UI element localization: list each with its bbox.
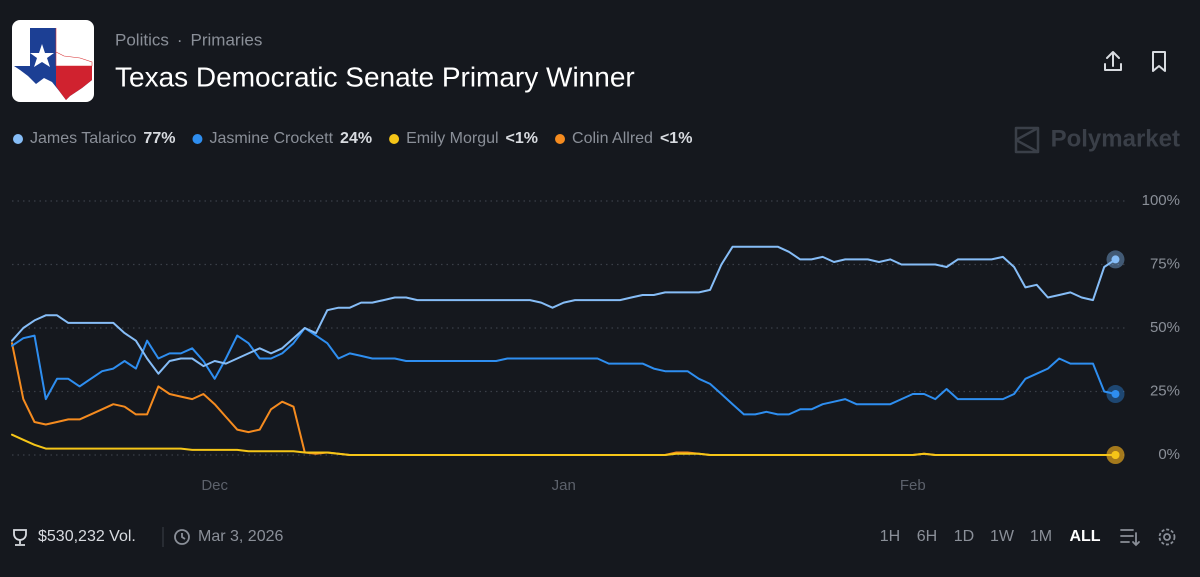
legend-name: Colin Allred	[572, 130, 653, 147]
bookmark-button[interactable]	[1152, 51, 1166, 72]
breadcrumb[interactable]: Primaries	[191, 30, 263, 49]
x-tick-label: Feb	[900, 477, 926, 494]
x-tick-label: Dec	[201, 477, 228, 494]
series-line	[11, 327, 1117, 416]
legend-name: James Talarico	[30, 130, 137, 147]
y-tick-label: 0%	[1158, 446, 1180, 463]
list-button[interactable]	[1120, 529, 1140, 547]
legend-value: <1%	[506, 130, 538, 147]
y-tick-label: 25%	[1150, 382, 1180, 399]
plot: 0% 25% 50% 75% 100% Dec Jan Feb	[11, 192, 1180, 494]
market-icon	[12, 20, 94, 102]
legend-value: <1%	[660, 130, 692, 147]
breadcrumb-separator: ·	[177, 30, 183, 49]
range-button[interactable]: ALL	[1069, 528, 1100, 545]
volume: $530,232 Vol.	[38, 528, 136, 545]
flag-star	[30, 44, 54, 67]
legend-name: Jasmine Crockett	[209, 130, 333, 147]
range-button[interactable]: 6H	[917, 528, 937, 545]
end-dot	[1111, 451, 1120, 459]
watermark-text: Polymarket	[1051, 125, 1180, 152]
series-line	[11, 245, 1117, 375]
range-button[interactable]: 1D	[954, 528, 974, 545]
flag-red	[56, 66, 92, 100]
legend-value: 24%	[340, 130, 372, 147]
clock-icon	[174, 529, 190, 545]
series-line	[11, 433, 1117, 456]
y-tick-label: 50%	[1150, 319, 1180, 336]
end-dot	[1111, 390, 1120, 399]
range-selector: 1H 6H 1D 1W 1M ALL	[880, 528, 1101, 545]
end-dot	[1111, 255, 1120, 264]
volume-icon	[13, 529, 27, 546]
y-tick-label: 100%	[1142, 192, 1180, 209]
title: Texas Democratic Senate Primary Winner	[115, 61, 635, 92]
legend-swatch	[389, 134, 400, 144]
legend-swatch	[13, 134, 23, 144]
x-tick-label: Jan	[552, 477, 576, 494]
range-button[interactable]: 1W	[990, 528, 1015, 545]
breadcrumb[interactable]: Politics	[115, 30, 169, 49]
settings-button[interactable]	[1158, 528, 1176, 546]
legend-swatch	[555, 134, 566, 144]
range-button[interactable]: 1M	[1030, 528, 1052, 545]
y-tick-label: 75%	[1150, 255, 1180, 272]
legend-swatch	[192, 134, 203, 144]
range-button[interactable]: 1H	[880, 528, 900, 545]
legend: James Talarico 77% Jasmine Crockett 24% Emil…	[13, 130, 692, 147]
share-button[interactable]	[1104, 51, 1122, 71]
watermark: Polymarket	[1014, 125, 1180, 154]
legend-name: Emily Morgul	[406, 130, 498, 147]
legend-value: 77%	[143, 130, 175, 147]
date: Mar 3, 2026	[198, 528, 283, 545]
